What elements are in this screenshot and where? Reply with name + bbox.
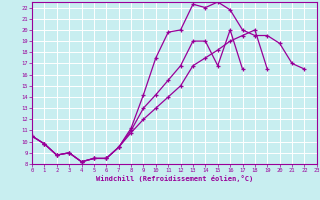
X-axis label: Windchill (Refroidissement éolien,°C): Windchill (Refroidissement éolien,°C) xyxy=(96,175,253,182)
